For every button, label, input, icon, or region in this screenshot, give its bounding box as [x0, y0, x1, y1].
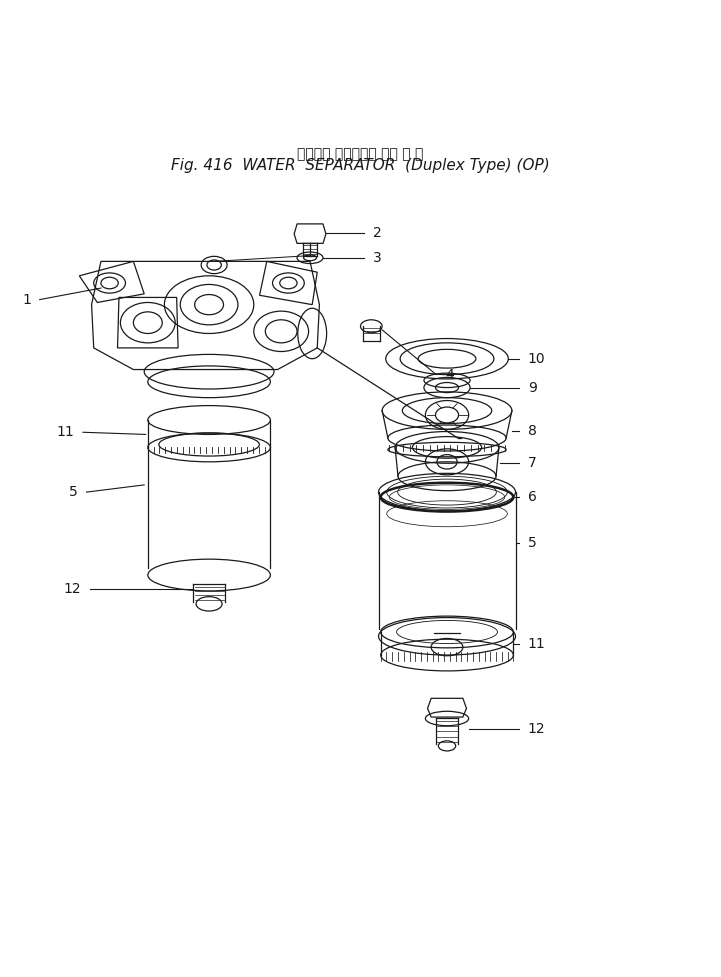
Text: 9: 9 — [528, 381, 536, 395]
Text: 5: 5 — [69, 486, 78, 499]
Text: ウォータ セパレータ （二 通 式: ウォータ セパレータ （二 通 式 — [297, 147, 424, 161]
Text: 2: 2 — [373, 226, 381, 239]
Text: 11: 11 — [528, 636, 546, 651]
Text: 1: 1 — [22, 292, 31, 307]
Text: 12: 12 — [64, 582, 81, 596]
Text: 11: 11 — [56, 425, 74, 440]
Text: 3: 3 — [373, 251, 381, 265]
Text: 12: 12 — [528, 722, 545, 736]
Text: 10: 10 — [528, 352, 545, 365]
Text: 8: 8 — [528, 424, 536, 438]
Text: 4: 4 — [445, 367, 454, 382]
Text: 7: 7 — [528, 456, 536, 470]
Text: 6: 6 — [528, 490, 536, 504]
Text: 5: 5 — [528, 535, 536, 550]
Text: Fig. 416  WATER  SEPARATOR  (Duplex Type) (OP): Fig. 416 WATER SEPARATOR (Duplex Type) (… — [171, 158, 550, 173]
